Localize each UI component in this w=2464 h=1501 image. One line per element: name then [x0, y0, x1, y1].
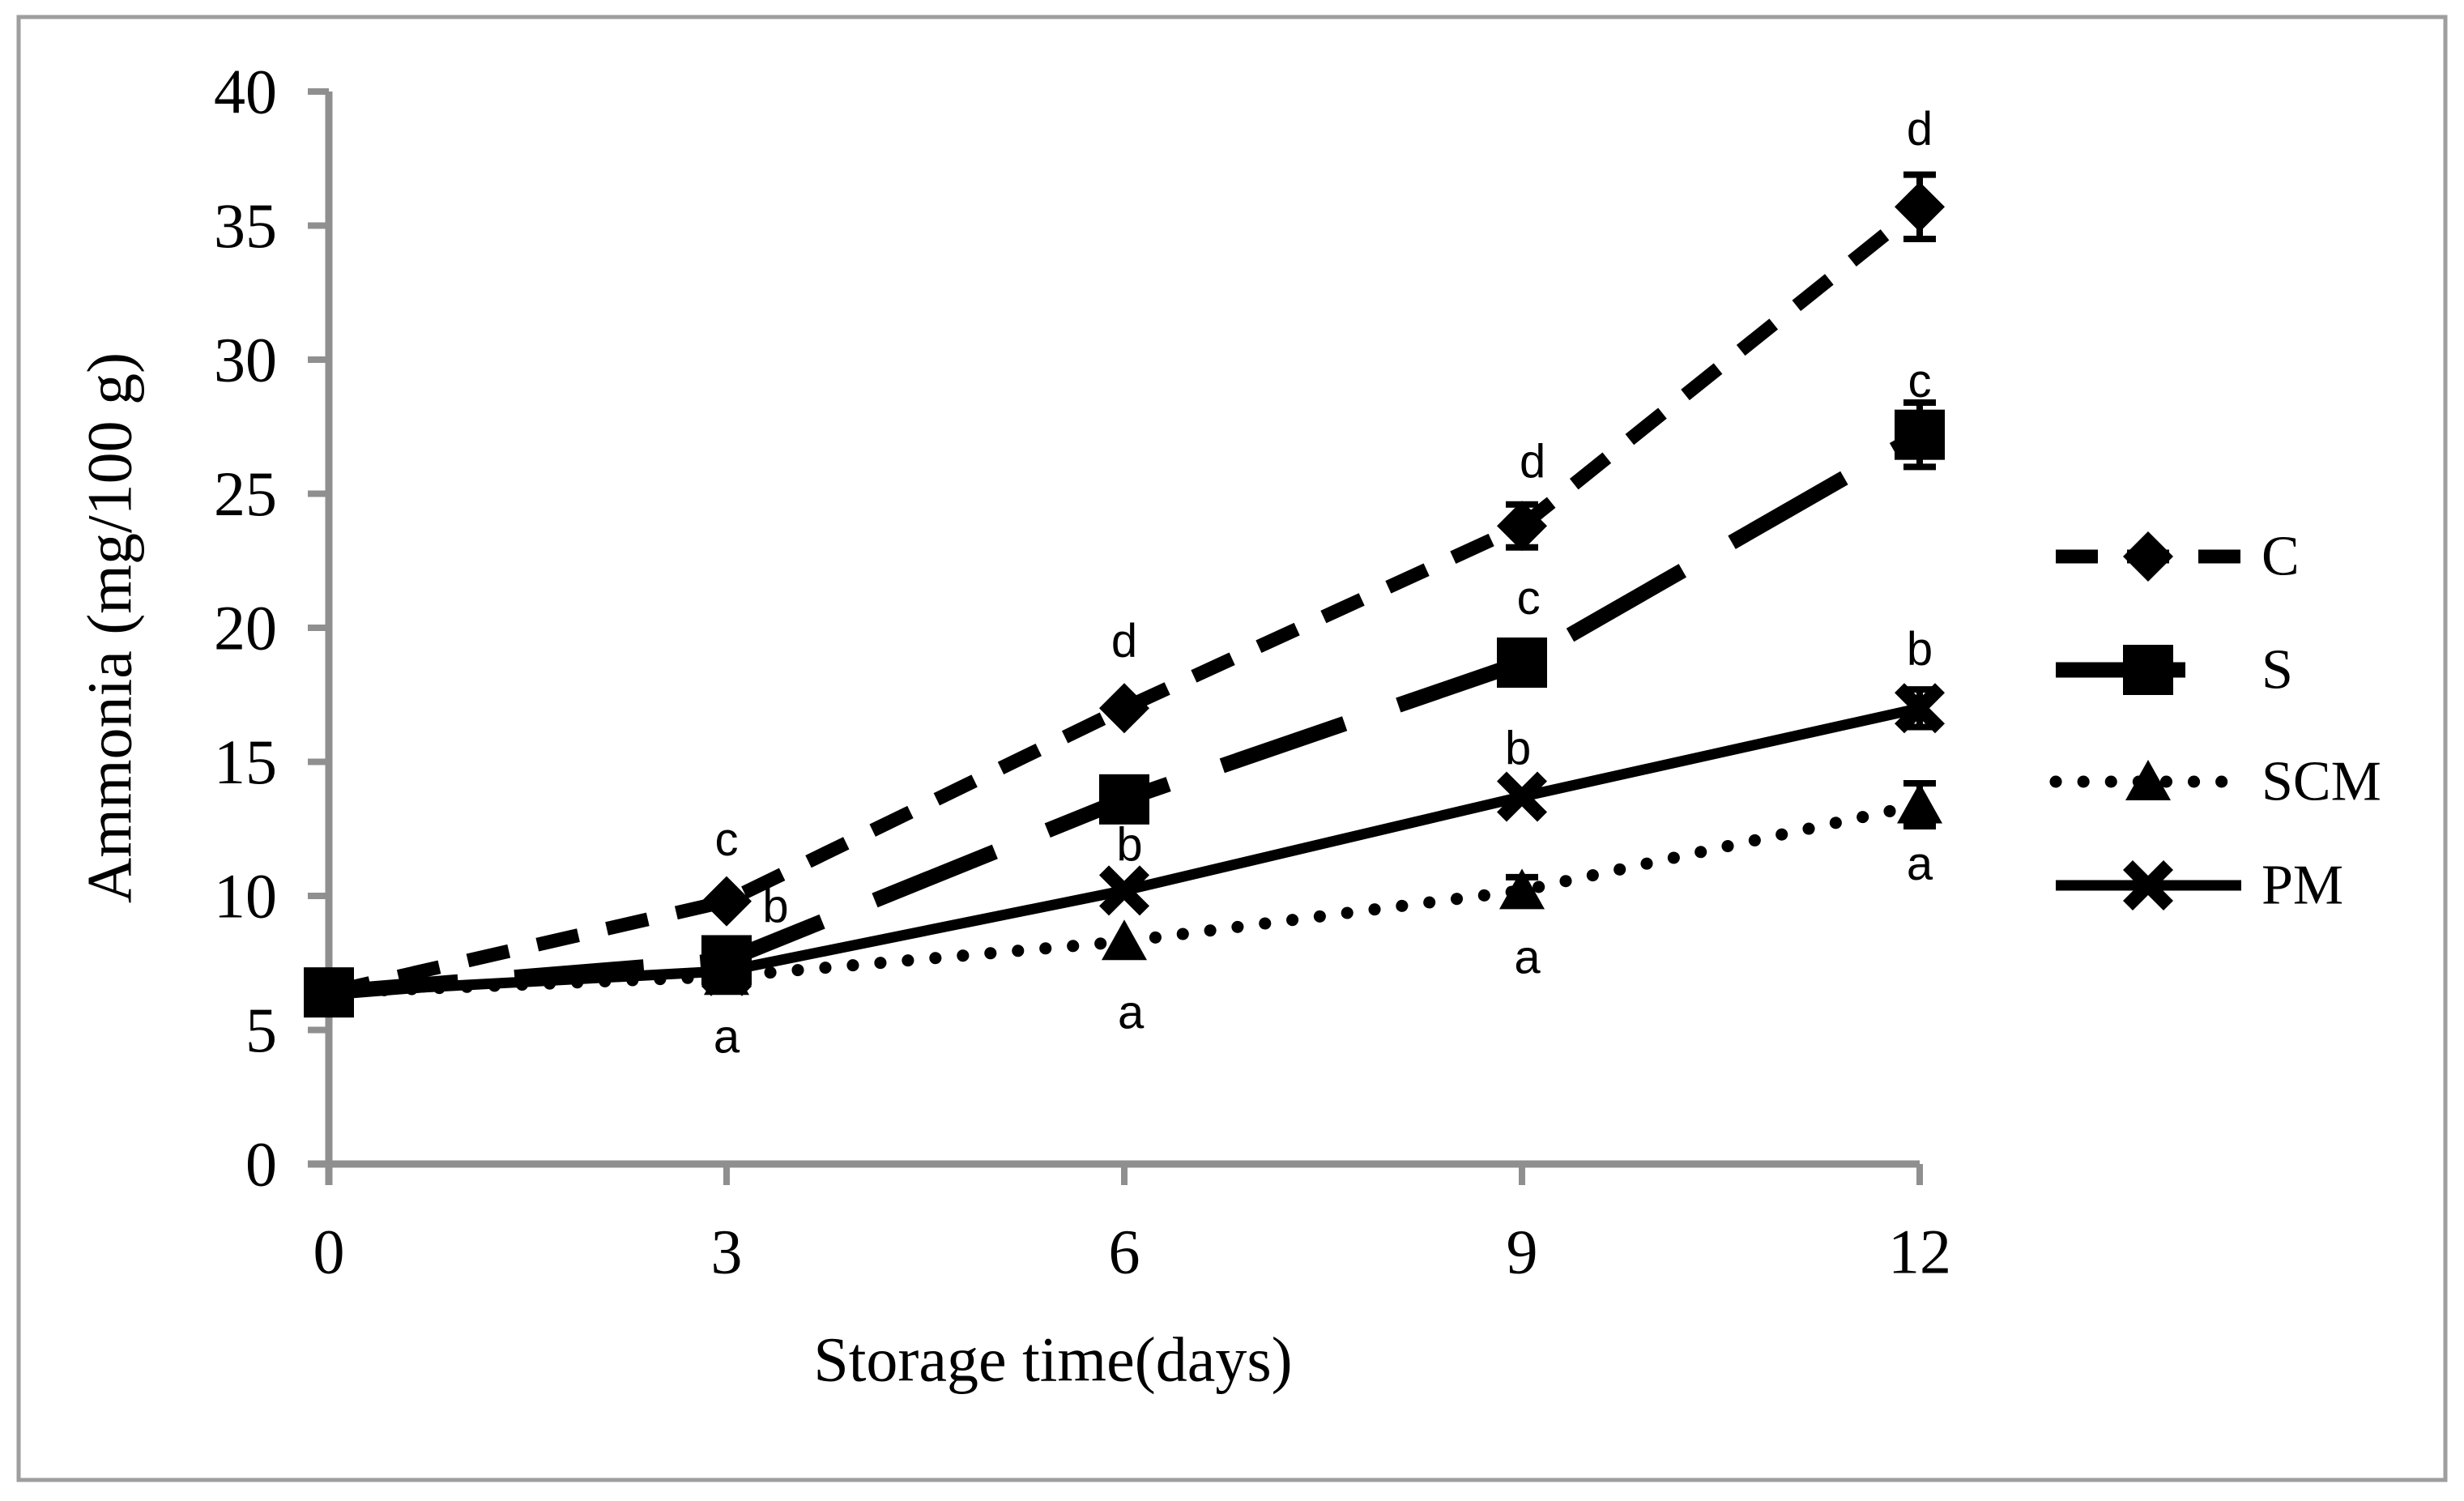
legend-marker-SCM: [2125, 760, 2171, 800]
significance-letter: d: [1111, 615, 1137, 667]
legend-marker-C: [2123, 531, 2173, 582]
marker-square-S: [1099, 774, 1149, 825]
marker-square-S: [1895, 409, 1945, 460]
legend-entry-S: S: [2056, 639, 2293, 701]
significance-letter: c: [715, 813, 739, 866]
x-tick-label: 12: [1888, 1217, 1951, 1287]
significance-letter: c: [1517, 572, 1541, 625]
series-line-C: [327, 201, 1925, 1000]
significance-letter: a: [714, 1010, 740, 1063]
legend-label-PM: PM: [2262, 855, 2343, 917]
x-tick-label: 9: [1507, 1217, 1538, 1287]
legend-entry-PM: PM: [2056, 855, 2343, 917]
marker-diamond-C: [1497, 501, 1547, 552]
y-tick-label: 35: [214, 190, 277, 261]
y-tick-label: 15: [214, 727, 277, 797]
y-tick-label: 40: [214, 57, 277, 127]
marker-diamond-C: [1099, 683, 1149, 734]
y-tick-label: 0: [245, 1129, 277, 1200]
significance-letter: a: [1907, 838, 1933, 890]
significance-letter: a: [1118, 986, 1145, 1038]
legend-marker-PM: [2122, 859, 2174, 911]
significance-letter: b: [1116, 819, 1142, 872]
x-tick-label: 0: [313, 1217, 345, 1287]
marker-diamond-C: [701, 876, 752, 927]
marker-x-PM: [1496, 771, 1548, 822]
y-tick-label: 25: [214, 458, 277, 529]
x-axis-title: Storage time(days): [813, 1324, 1292, 1395]
legend-entry-SCM: SCM: [2049, 751, 2381, 813]
legend-marker-S: [2123, 645, 2173, 695]
marker-x-PM: [1894, 683, 1946, 734]
marker-triangle-SCM: [1897, 782, 1942, 824]
marker-x-PM: [1098, 865, 1150, 916]
legend-label-SCM: SCM: [2262, 751, 2381, 813]
y-tick-label: 20: [214, 593, 277, 663]
legend-entry-C: C: [2056, 526, 2300, 588]
x-tick-label: 3: [711, 1217, 743, 1287]
y-tick-label: 5: [245, 995, 277, 1065]
legend-label-C: C: [2262, 526, 2300, 588]
significance-letter: b: [1505, 722, 1531, 774]
significance-letter: b: [762, 881, 788, 933]
marker-square-S: [1497, 637, 1547, 689]
marker-triangle-SCM: [1499, 868, 1545, 910]
y-axis-title: Ammonia (mg/100 g): [75, 352, 145, 903]
marker-triangle-SCM: [1102, 919, 1147, 961]
marker-square-S: [304, 967, 354, 1018]
legend-label-S: S: [2262, 639, 2293, 701]
y-tick-label: 30: [214, 325, 277, 395]
figure-border: [16, 15, 2448, 1482]
y-tick-label: 10: [214, 861, 277, 932]
x-tick-label: 6: [1109, 1217, 1140, 1287]
marker-square-S: [701, 935, 752, 986]
significance-letter: d: [1520, 435, 1545, 488]
significance-letter: c: [1908, 355, 1932, 407]
significance-letter: a: [1514, 932, 1541, 984]
marker-diamond-C: [1895, 181, 1945, 232]
significance-letter: b: [1907, 623, 1933, 676]
significance-letter: d: [1907, 103, 1933, 156]
